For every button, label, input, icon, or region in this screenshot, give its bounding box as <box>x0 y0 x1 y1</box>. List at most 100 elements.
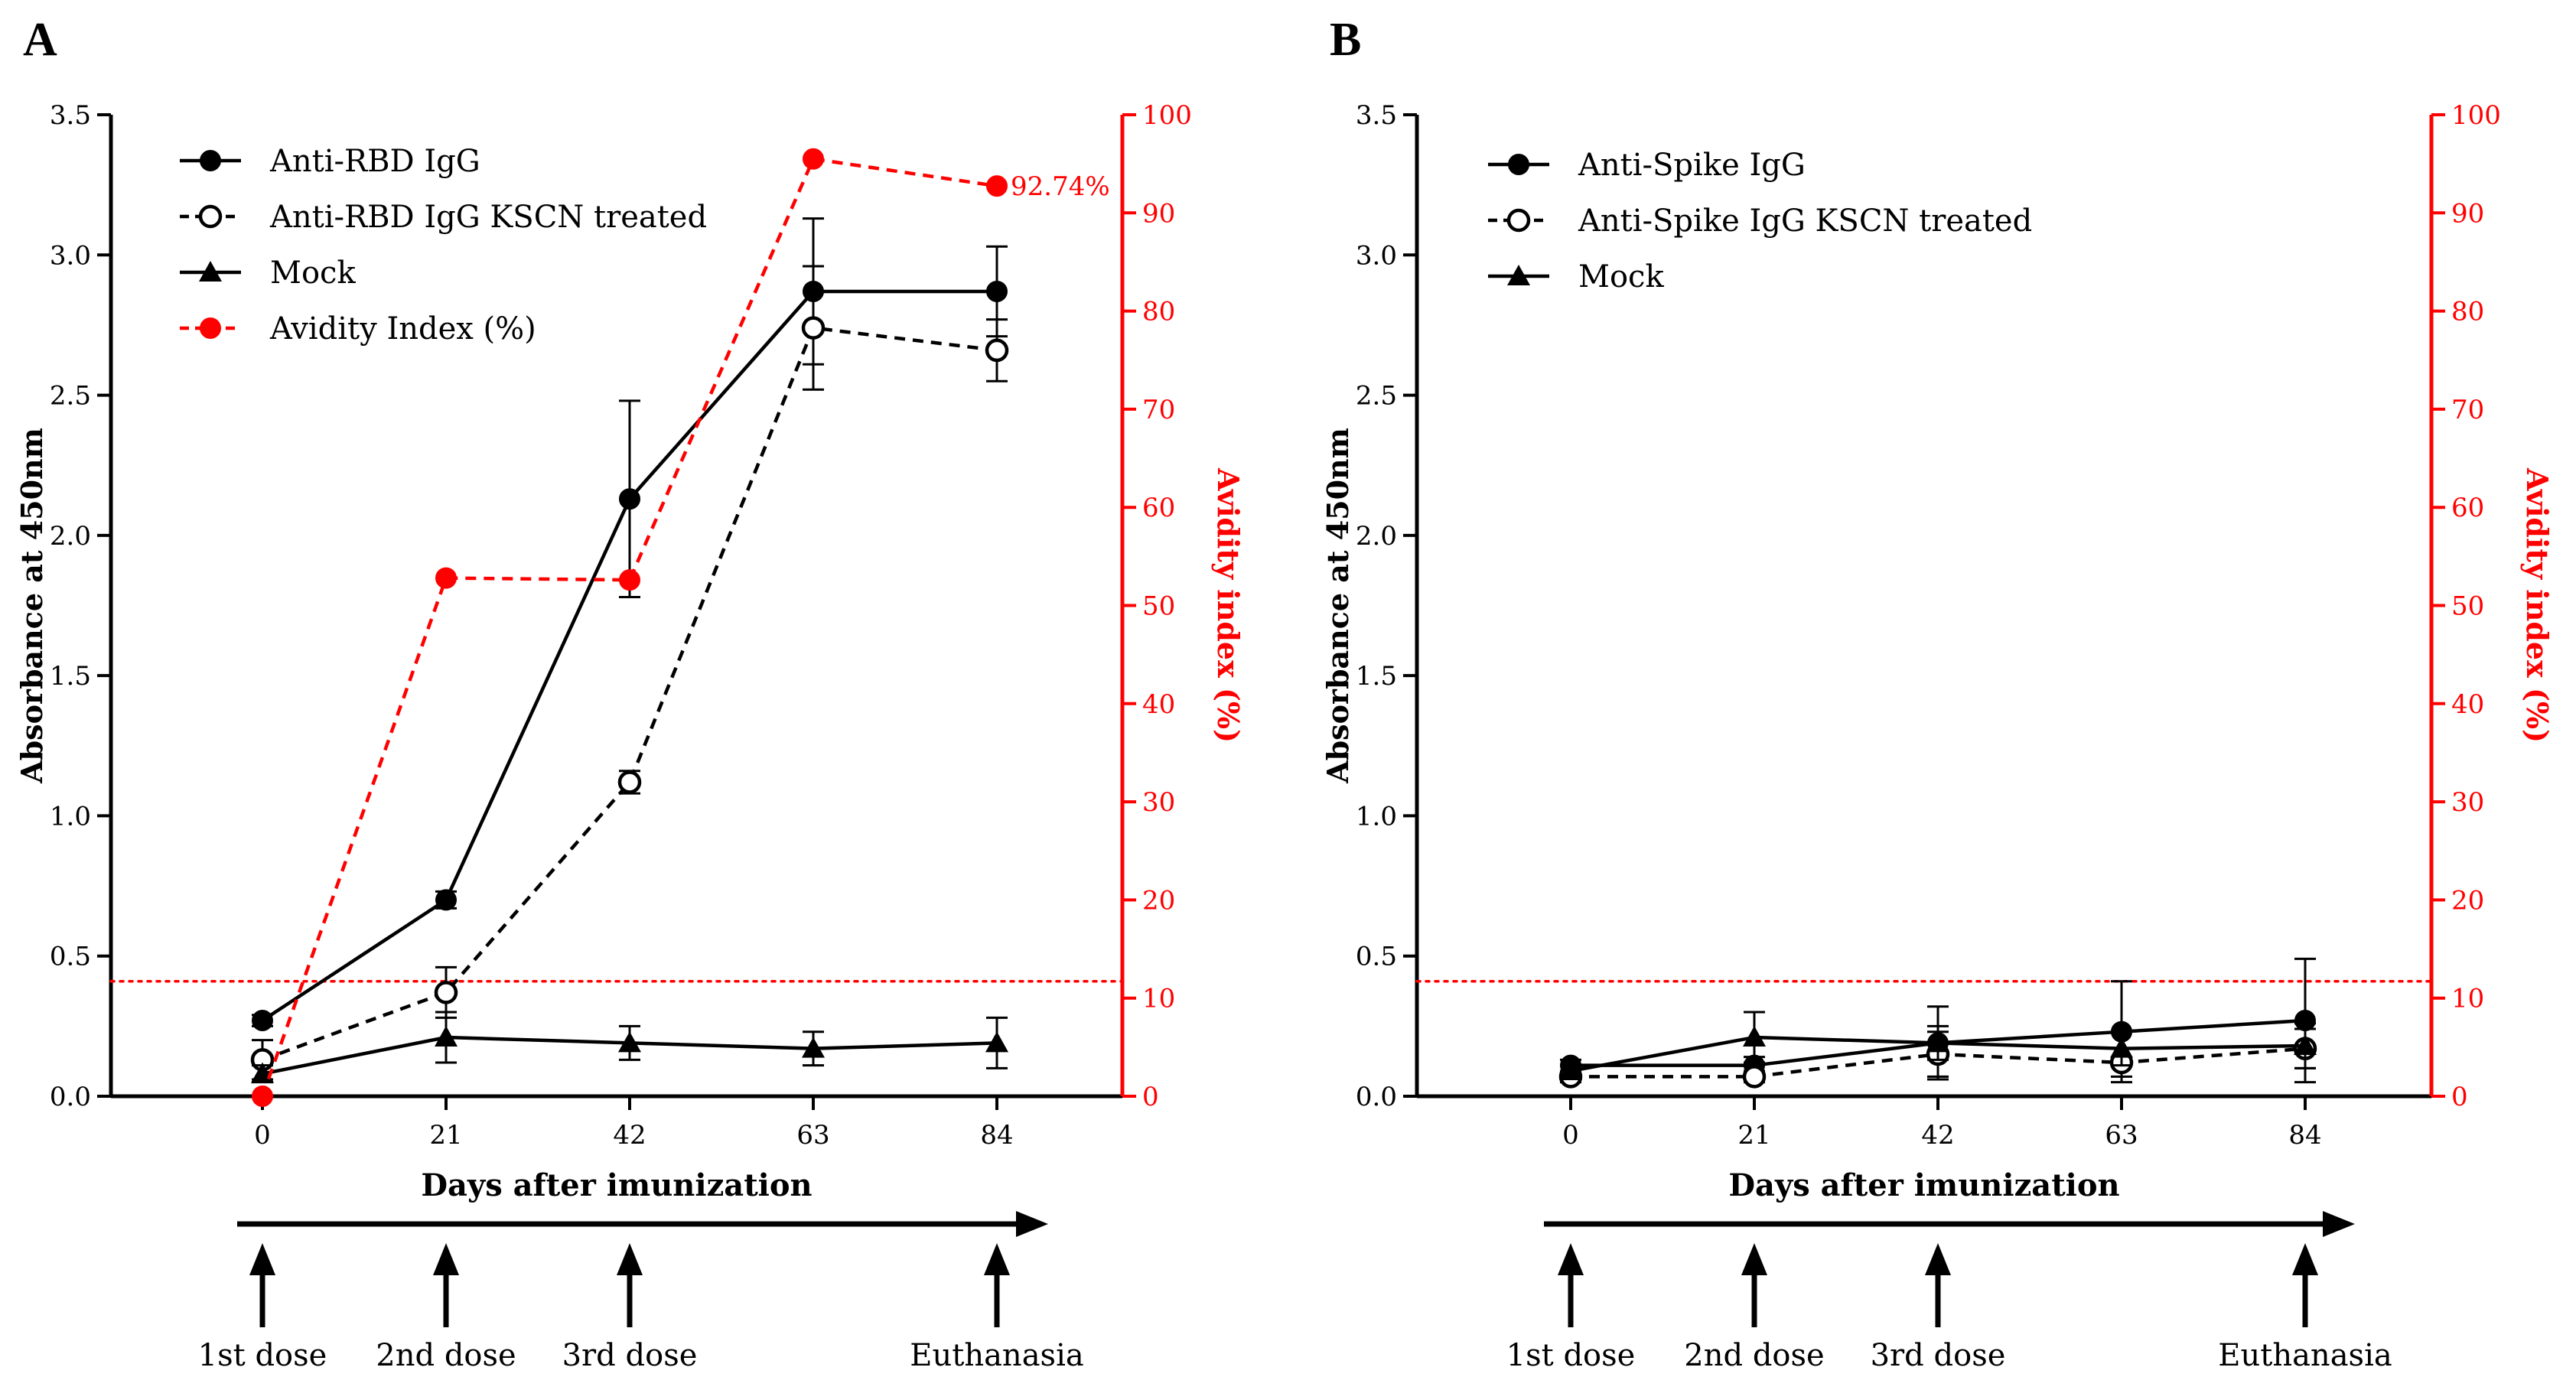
panel-a-ytick-label: 1.5 <box>50 661 91 692</box>
panel-letter-b: B <box>1330 14 1361 66</box>
panel-b-ytick-label: 1.5 <box>1356 661 1397 692</box>
panel-b-event-arrow-head <box>1558 1243 1584 1275</box>
panel-b-series-mock-point <box>2294 1034 2317 1056</box>
panel-a-y2tick-label: 20 <box>1142 885 1175 916</box>
panel-a-series-mock-point <box>985 1031 1008 1053</box>
panel-b-ytick-label: 3.5 <box>1356 100 1397 131</box>
panel-a-series-avidity-index-point <box>435 567 457 589</box>
panel-b-legend-swatch-marker <box>1507 265 1530 285</box>
panel-a-legend-label: Avidity Index (%) <box>269 311 536 347</box>
panel-b-ytick-label: 1.0 <box>1356 801 1397 832</box>
panel-a-series-anti-rbd-igg-kscn-treated-line <box>262 326 998 1062</box>
panel-a-y2tick-label: 30 <box>1142 787 1175 818</box>
panel-a-series-avidity-index <box>252 148 1008 1107</box>
panel-a-event-arrow-head <box>617 1243 643 1275</box>
chart-panel-a: 0.0 0.5 1.0 1.5 2.0 2.5 3.0 3.5 0 10 20 30 40 50 60 70 8… <box>15 100 1246 1373</box>
panel-a-timeline-arrowhead <box>1016 1211 1048 1237</box>
panel-a-y2tick-label: 0 <box>1142 1082 1159 1112</box>
panel-a-series-anti-rbd-igg-kscn-treated-point <box>617 770 642 794</box>
panel-b-y2tick-label: 100 <box>2451 100 2501 131</box>
panel-b-event-arrow-head <box>1925 1243 1951 1275</box>
panel-b-y2tick-label: 80 <box>2451 297 2484 327</box>
panel-a-series-mock-point <box>435 1026 458 1047</box>
panel-b-event-arrow-head <box>2292 1243 2318 1275</box>
panel-a-legend: Anti-RBD IgG Anti-RBD IgG KSCN treated Moc… <box>180 144 707 347</box>
panel-a-xtick-label: 0 <box>254 1120 271 1151</box>
panel-a-legend-label: Anti-RBD IgG <box>269 144 480 179</box>
panel-b-series-mock-point <box>1926 1031 1949 1053</box>
panel-b-event-label: Euthanasia <box>2218 1338 2392 1373</box>
panel-a-y2tick-label: 90 <box>1142 198 1175 229</box>
panel-b-xtick-label: 84 <box>2288 1120 2321 1151</box>
panel-a-ytick-label: 2.0 <box>50 521 91 552</box>
panel-b-event-label: 3rd dose <box>1871 1338 2006 1373</box>
panel-a-y2tick-label: 80 <box>1142 297 1175 327</box>
panel-a-series-avidity-index-line <box>260 157 998 1097</box>
panel-a-xtick-label: 84 <box>980 1120 1013 1151</box>
panel-a-timeline: 1st dose 2nd dose 3rd dose Euthanasia <box>198 1211 1084 1373</box>
panel-a-series-anti-rbd-igg-point <box>252 1010 273 1032</box>
panel-b-y2tick-label: 30 <box>2451 787 2484 818</box>
panel-a-event-label: 1st dose <box>198 1338 327 1373</box>
panel-a-legend-label: Anti-RBD IgG KSCN treated <box>269 200 707 235</box>
panel-b-ytick-label: 3.0 <box>1356 240 1397 271</box>
panel-b-y2tick-label: 50 <box>2451 591 2484 622</box>
panel-b-series-mock-point <box>1559 1060 1582 1081</box>
panel-b-series-mock <box>1559 1011 2317 1081</box>
panel-b-xtick-label: 42 <box>1921 1120 1954 1151</box>
panel-a-ytick-label: 3.5 <box>50 100 91 131</box>
panel-a-y-axis-label: Absorbance at 450nm <box>15 428 49 784</box>
panel-b-ytick-label: 2.0 <box>1356 521 1397 552</box>
panel-b-legend-label: Mock <box>1578 259 1664 295</box>
panel-b-legend-swatch-marker <box>1506 208 1531 233</box>
panel-b-series-mock-point <box>2110 1037 2133 1058</box>
panel-a-legend-swatch-marker <box>200 317 221 339</box>
panel-a-ytick-label: 2.5 <box>50 381 91 412</box>
panel-b-legend-label: Anti-Spike IgG <box>1578 148 1806 183</box>
panel-b-ytick-label: 0.5 <box>1356 942 1397 972</box>
panel-b-series-anti-spike-igg-kscn-treated-point <box>1742 1065 1767 1089</box>
panel-b-series-mock-point <box>1743 1026 1766 1047</box>
chart-panel-b: 0.0 0.5 1.0 1.5 2.0 2.5 3.0 3.5 0 10 20 30 40 50 60 70 8… <box>1321 100 2555 1373</box>
panel-b-timeline: 1st dose 2nd dose 3rd dose Euthanasia <box>1506 1211 2392 1373</box>
panel-b-legend-label: Anti-Spike IgG KSCN treated <box>1578 203 2032 239</box>
panel-a-series-avidity-index-point <box>252 1086 273 1107</box>
panel-a-legend-swatch-marker <box>200 150 221 171</box>
panel-a-series-anti-rbd-igg <box>252 217 1008 1032</box>
panel-a-series-mock <box>251 1011 1008 1084</box>
panel-a-xtick-label: 42 <box>613 1120 646 1151</box>
panel-b-event-arrow-head <box>1741 1243 1767 1275</box>
panel-b-xtick-label: 63 <box>2105 1120 2138 1151</box>
panel-b-legend: Anti-Spike IgG Anti-Spike IgG KSCN treate… <box>1488 148 2032 295</box>
panel-a-annotation: 92.74% <box>1011 171 1110 202</box>
panel-a-y2tick-label: 100 <box>1142 100 1192 131</box>
panel-a-series-avidity-index-point <box>986 175 1008 197</box>
panel-a-legend-swatch-marker <box>198 204 223 229</box>
panel-a-xtick-label: 21 <box>429 1120 462 1151</box>
panel-a-series-anti-rbd-igg-kscn-treated-point <box>434 981 458 1004</box>
panel-b-xtick-label: 21 <box>1737 1120 1770 1151</box>
panel-a-legend-swatch-marker <box>199 261 222 282</box>
panel-b-y2tick-label: 60 <box>2451 493 2484 523</box>
panel-b-y2tick-label: 10 <box>2451 984 2484 1014</box>
panel-a-series-anti-rbd-igg-kscn-treated <box>250 265 1009 1081</box>
panel-a-y2tick-label: 50 <box>1142 591 1175 622</box>
panel-a-y2tick-label: 70 <box>1142 395 1175 425</box>
panel-b-xtick-label: 0 <box>1562 1120 1579 1151</box>
panel-b-y2tick-label: 0 <box>2451 1082 2468 1112</box>
panel-a-series-anti-rbd-igg-point <box>986 280 1008 302</box>
panel-a-xtick-label: 63 <box>796 1120 829 1151</box>
panel-a-series-avidity-index-point <box>619 569 640 591</box>
panel-a-series-mock-point <box>618 1031 641 1053</box>
panel-b-legend-swatch-marker <box>1508 154 1529 175</box>
panel-b-ytick-label: 2.5 <box>1356 381 1397 412</box>
panel-b-y2tick-label: 90 <box>2451 198 2484 229</box>
panel-b-y2tick-label: 70 <box>2451 395 2484 425</box>
panel-a-ytick-label: 3.0 <box>50 240 91 271</box>
panel-b-event-label: 1st dose <box>1506 1338 1636 1373</box>
panel-b-y2tick-label: 20 <box>2451 885 2484 916</box>
panel-a-event-label: 2nd dose <box>376 1338 516 1373</box>
panel-b-ytick-label: 0.0 <box>1356 1082 1397 1112</box>
panel-a-event-arrow-head <box>249 1243 275 1275</box>
